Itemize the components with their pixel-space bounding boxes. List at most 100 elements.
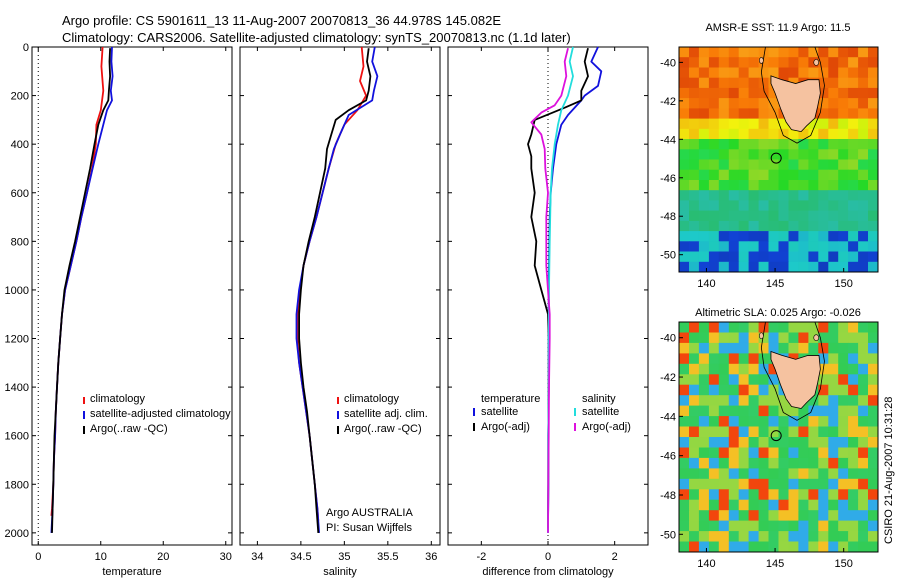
map-cell	[838, 541, 849, 552]
map-cell	[768, 241, 779, 253]
map-cell	[818, 210, 829, 222]
map-cell	[818, 251, 829, 263]
map-cell	[858, 251, 869, 263]
map-cell	[708, 363, 720, 375]
map-cell	[828, 180, 839, 191]
map-cell	[848, 57, 859, 68]
map-cell	[728, 251, 740, 263]
map-cell	[798, 67, 809, 79]
map-cell	[828, 169, 839, 181]
sla-map-title: Altimetric SLA: 0.025 Argo: -0.026	[695, 307, 861, 319]
map-cell	[718, 332, 730, 344]
map-cell	[718, 342, 730, 354]
map-cell	[758, 510, 770, 522]
map-cell	[778, 499, 789, 511]
map-cell	[848, 531, 859, 543]
map-cell	[758, 384, 770, 396]
map-cell	[838, 251, 849, 263]
map-cell	[778, 437, 789, 449]
map-cell	[798, 200, 809, 212]
map-cell	[798, 210, 809, 222]
map-cell	[788, 67, 799, 79]
map-cell	[808, 67, 819, 79]
map-cell	[728, 149, 740, 161]
map-cell	[738, 374, 750, 386]
map-cell	[778, 251, 789, 263]
map-cell	[868, 395, 878, 407]
map-frame	[678, 46, 879, 273]
y-tick-label: 600	[11, 188, 29, 200]
y-tick-label: 400	[11, 139, 29, 151]
map-cell	[679, 210, 690, 222]
header-line2: Climatology: CARS2006. Satellite-adjuste…	[62, 30, 571, 45]
y-tick-label: 1600	[5, 431, 29, 443]
map-cell	[728, 447, 740, 459]
map-cell	[858, 200, 869, 212]
map-cell	[738, 395, 750, 407]
map-cell	[848, 353, 859, 365]
map-cell	[689, 190, 700, 201]
x-tick-label: 150	[835, 558, 853, 570]
map-cell	[828, 251, 839, 263]
map-cell	[708, 251, 720, 263]
map-cell	[738, 231, 750, 242]
map-cell	[689, 395, 700, 407]
map-cell	[728, 520, 740, 532]
map-cell	[708, 541, 720, 552]
map-cell	[798, 220, 809, 232]
map-cell	[818, 322, 829, 334]
map-cell	[728, 231, 740, 242]
map-cell	[768, 108, 779, 120]
map-cell	[778, 190, 789, 201]
map-cell	[808, 489, 819, 501]
map-cell	[689, 220, 700, 232]
map-cell	[838, 468, 849, 480]
map-cell	[838, 149, 849, 161]
map-cell	[868, 510, 878, 522]
map-cell	[708, 118, 720, 130]
map-cell	[768, 57, 779, 68]
salinity-legend: climatology satellite adj. clim. Argo(..…	[326, 393, 428, 534]
map-cell	[708, 190, 720, 201]
map-cell	[798, 499, 809, 511]
y-tick-label: 1200	[5, 334, 29, 346]
map-cell	[738, 531, 750, 543]
map-cell	[868, 499, 878, 511]
map-cell	[738, 405, 750, 417]
map-cell	[798, 180, 809, 191]
map-cell	[818, 180, 829, 191]
map-cell	[679, 77, 690, 89]
map-cell	[868, 67, 878, 79]
map-cell	[838, 510, 849, 522]
map-cell	[828, 139, 839, 150]
map-cell	[718, 108, 730, 120]
map-cell	[728, 180, 740, 191]
map-cell	[748, 510, 760, 522]
shelf-contour	[760, 322, 825, 421]
y-tick-label: -44	[660, 411, 676, 423]
map-cell	[798, 426, 809, 438]
x-tick-label: 36	[425, 551, 437, 563]
map-cell	[838, 520, 849, 532]
map-cell	[868, 231, 878, 242]
map-cell	[758, 457, 770, 469]
map-cell	[828, 384, 839, 396]
map-cell	[818, 405, 829, 417]
map-cell	[798, 342, 809, 354]
map-cell	[679, 395, 690, 407]
map-cell	[689, 98, 700, 109]
map-cell	[778, 322, 789, 334]
map-cell	[738, 437, 750, 449]
map-cell	[718, 541, 730, 552]
map-cell	[768, 332, 779, 344]
map-cell	[689, 384, 700, 396]
map-cell	[838, 405, 849, 417]
map-cell	[868, 220, 878, 232]
map-cell	[838, 47, 849, 58]
map-cell	[689, 405, 700, 417]
map-cell	[778, 231, 789, 242]
map-cell	[679, 374, 690, 386]
map-cell	[788, 210, 799, 222]
map-cell	[689, 416, 700, 428]
